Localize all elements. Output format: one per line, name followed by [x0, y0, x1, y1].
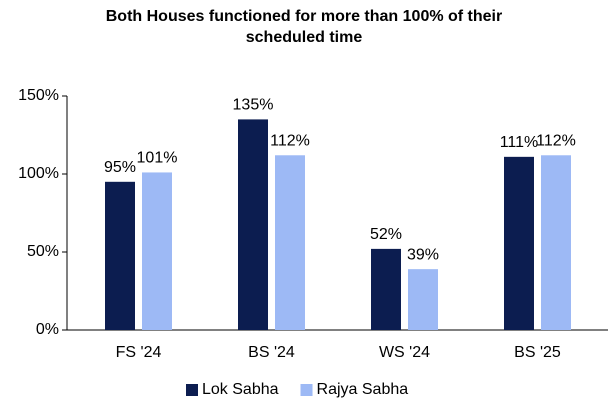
x-tick-label: BS '25 — [514, 344, 561, 361]
bar — [238, 119, 268, 331]
legend-label: Rajya Sabha — [317, 381, 409, 398]
value-label: 52% — [370, 226, 402, 243]
value-label: 39% — [407, 246, 439, 263]
legend-label: Lok Sabha — [202, 381, 279, 398]
x-tick-label: FS '24 — [116, 344, 162, 361]
y-tick-label: 150% — [18, 87, 59, 104]
bar — [275, 155, 305, 330]
y-tick-label: 100% — [18, 165, 59, 182]
bar — [142, 172, 172, 330]
bar — [371, 248, 401, 330]
legend-swatch — [186, 384, 198, 396]
value-label: 135% — [233, 97, 274, 114]
bar — [408, 269, 438, 330]
bar — [105, 181, 135, 330]
y-tick-label: 0% — [36, 321, 59, 338]
value-label: 111% — [500, 134, 539, 151]
value-label: 95% — [104, 159, 136, 176]
value-label: 112% — [270, 132, 310, 149]
y-tick-label: 50% — [27, 243, 59, 260]
chart-title: Both Houses functioned for more than 100… — [105, 8, 503, 46]
bar — [504, 156, 534, 330]
value-label: 101% — [137, 150, 178, 167]
value-label: 112% — [536, 132, 576, 149]
legend-swatch — [300, 384, 313, 396]
x-tick-label: WS '24 — [379, 344, 430, 361]
bar — [541, 155, 571, 330]
x-tick-label: BS '24 — [248, 344, 295, 361]
